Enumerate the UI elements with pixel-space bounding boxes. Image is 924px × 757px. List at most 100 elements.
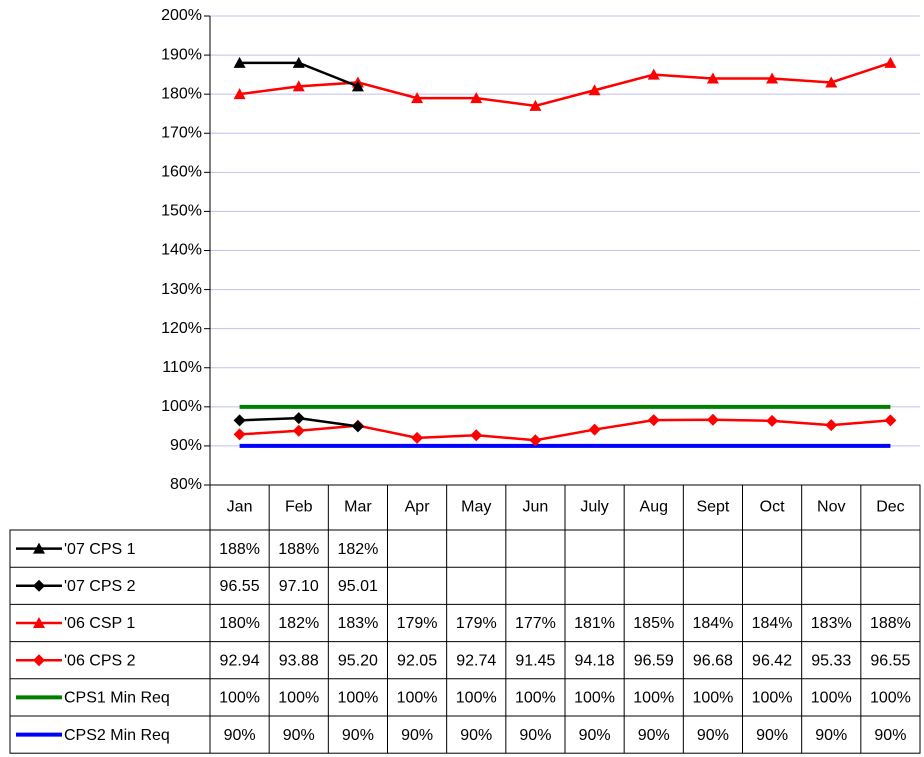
table-cell: 184% [692,615,733,632]
series-line [239,61,891,108]
table-cell: 96.59 [634,652,674,669]
table-cell: 100% [456,690,497,707]
y-tick-label: 110% [162,359,202,376]
table-cell: 96.42 [752,652,792,669]
legend-marker [33,617,45,628]
legend-marker [33,654,45,667]
table-cell: 182% [337,541,378,558]
x-tick-label: July [580,499,608,516]
table-cell: 90% [697,727,729,744]
legend-label: '06 CPS 2 [64,652,136,669]
table-cell: 180% [219,615,260,632]
point-marker [233,414,246,427]
table-cell: 100% [515,690,556,707]
table-cell: 100% [811,690,852,707]
y-tick-label: 120% [161,320,202,337]
table-cell: 183% [337,615,378,632]
table-cell: 179% [397,615,438,632]
legend-label: '06 CSP 1 [64,615,135,632]
legend-label: CPS2 Min Req [64,727,170,744]
table-cell: 100% [870,690,911,707]
table-cell: 100% [219,690,260,707]
point-marker [706,72,719,84]
table-cell: 181% [574,615,615,632]
point-marker [351,80,364,92]
table-cell: 100% [278,690,319,707]
table-cell: 90% [874,727,906,744]
table-cell: 90% [283,727,315,744]
point-marker [529,99,542,111]
table-cell: 95.33 [811,652,851,669]
x-tick-label: Feb [285,499,313,516]
table-cell: 93.88 [279,652,319,669]
point-marker [233,428,246,441]
point-marker [292,424,305,437]
table-cell: 96.55 [220,578,260,595]
point-marker [647,414,660,427]
table-cell: 188% [219,541,260,558]
point-marker [825,419,838,432]
table-cell: 183% [811,615,852,632]
table-cell: 100% [752,690,793,707]
x-tick-label: Nov [817,499,845,516]
table-cell: 90% [756,727,788,744]
table-cell: 90% [342,727,374,744]
x-tick-label: Mar [344,499,372,516]
point-marker [470,92,483,104]
table-cell: 185% [633,615,674,632]
x-tick-label: May [461,499,491,516]
table-cell: 100% [692,690,733,707]
legend-label: '07 CPS 1 [64,541,136,558]
table-cell: 100% [337,690,378,707]
table-cell: 90% [519,727,551,744]
table-cell: 188% [870,615,911,632]
y-tick-label: 160% [161,164,202,181]
legend-label: '07 CPS 2 [64,578,136,595]
table-cell: 92.05 [397,652,437,669]
table-cell: 188% [278,541,319,558]
legend-marker [33,579,45,592]
y-tick-label: 90% [170,437,202,454]
table-cell: 90% [460,727,492,744]
table-cell: 90% [401,727,433,744]
y-tick-label: 80% [170,476,202,493]
y-tick-label: 170% [161,124,202,141]
point-marker [233,88,246,100]
point-marker [766,414,779,427]
point-marker [411,92,424,104]
point-marker [647,68,660,80]
table-cell: 96.55 [870,652,910,669]
point-marker [884,56,897,68]
table-cell: 182% [278,615,319,632]
x-tick-label: Dec [876,499,904,516]
x-tick-label: Sept [696,499,729,516]
table-cell: 90% [579,727,611,744]
x-tick-label: Oct [760,499,785,516]
x-tick-label: Jan [227,499,253,516]
table-cell: 100% [633,690,674,707]
point-marker [588,423,601,436]
point-marker [292,56,305,68]
point-marker [233,56,246,68]
legend-marker [33,542,45,554]
table-cell: 91.45 [515,652,555,669]
x-tick-label: Aug [640,499,668,516]
table-cell: 95.01 [338,578,378,595]
table-cell: 95.20 [338,652,378,669]
series-line [239,418,891,442]
point-marker [351,420,364,433]
table-cell: 92.74 [456,652,496,669]
y-tick-label: 140% [161,242,202,259]
table-cell: 90% [815,727,847,744]
point-marker [292,80,305,92]
y-tick-label: 200% [161,7,202,24]
point-marker [766,72,779,84]
legend-label: CPS1 Min Req [64,690,170,707]
point-marker [884,414,897,427]
table-cell: 96.68 [693,652,733,669]
y-tick-label: 180% [161,85,202,102]
y-tick-label: 130% [161,281,202,298]
point-marker [529,434,542,447]
x-tick-label: Jun [523,499,549,516]
